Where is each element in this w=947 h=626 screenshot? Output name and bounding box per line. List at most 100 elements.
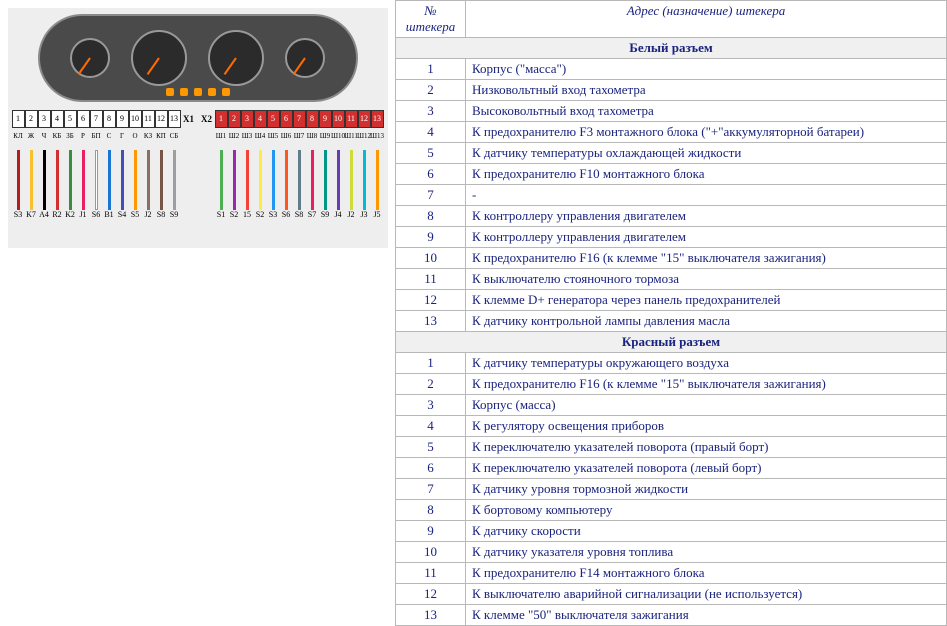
table-row: 9К контроллеру управления двигателем [396,227,947,248]
connector-pin: 5 [267,110,280,128]
table-row: 10К датчику указателя уровня топлива [396,542,947,563]
connector-pin: 10 [332,110,345,128]
pin-description: Низковольтный вход тахометра [466,80,947,101]
wire: Ш9S9 [319,130,332,219]
pin-description: К контроллеру управления двигателем [466,206,947,227]
pin-number: 13 [396,311,466,332]
pin-number: 7 [396,185,466,206]
wire: БПS6 [90,130,103,219]
pin-number: 11 [396,269,466,290]
pin-description: К датчику температуры окружающего воздух… [466,353,947,374]
connector-pin: 13 [168,110,181,128]
pin-description: К переключателю указателей поворота (пра… [466,437,947,458]
wire: ОS5 [129,130,142,219]
connector-pin: 1 [12,110,25,128]
connector-pin: 3 [38,110,51,128]
connector-pin: 7 [293,110,306,128]
pin-description: К клемме "50" выключателя зажигания [466,605,947,626]
wire: КЛS3 [12,130,25,219]
table-row: 12К клемме D+ генератора через панель пр… [396,290,947,311]
pin-number: 5 [396,143,466,164]
header-desc: Адрес (назначение) штекера [466,1,947,38]
table-row: 13К клемме "50" выключателя зажигания [396,605,947,626]
pin-number: 6 [396,164,466,185]
pin-description: К предохранителю F16 (к клемме "15" выкл… [466,374,947,395]
wire: Ш1S1 [215,130,228,219]
connector-pin: 8 [306,110,319,128]
table-row: 8К контроллеру управления двигателем [396,206,947,227]
pin-description: К предохранителю F14 монтажного блока [466,563,947,584]
table-row: 5К переключателю указателей поворота (пр… [396,437,947,458]
pin-number: 9 [396,227,466,248]
pin-description: К предохранителю F10 монтажного блока [466,164,947,185]
table-row: 3Корпус (масса) [396,395,947,416]
pin-number: 3 [396,395,466,416]
connector-pin: 2 [228,110,241,128]
pin-description: К выключателю стояночного тормоза [466,269,947,290]
table-row: 13К датчику контрольной лампы давления м… [396,311,947,332]
connector-pin: 3 [241,110,254,128]
pin-number: 3 [396,101,466,122]
connector-pin: 13 [371,110,384,128]
wire: КЗJ2 [142,130,155,219]
pin-number: 2 [396,80,466,101]
gauge-temp [70,38,110,78]
table-row: 12К выключателю аварийной сигнализации (… [396,584,947,605]
table-row: 6К предохранителю F10 монтажного блока [396,164,947,185]
wire: СB1 [103,130,116,219]
table-row: 1Корпус ("масса") [396,59,947,80]
instrument-cluster-diagram: 12345678910111213 X1 X2 1234567891011121… [8,8,388,248]
pin-number: 11 [396,563,466,584]
wire: Ш4S2 [254,130,267,219]
pin-number: 12 [396,290,466,311]
wire-row: КЛS3ЖK7ЧA4КБR2ЗБK2РJ1БПS6СB1ГS4ОS5КЗJ2КП… [12,130,384,219]
connector-pin: 4 [51,110,64,128]
pin-description: К контроллеру управления двигателем [466,227,947,248]
pin-description: - [466,185,947,206]
pin-number: 10 [396,542,466,563]
connector-row: 12345678910111213 X1 X2 1234567891011121… [12,110,384,128]
wire: ЖK7 [25,130,38,219]
connector-pin: 12 [358,110,371,128]
wires-white: КЛS3ЖK7ЧA4КБR2ЗБK2РJ1БПS6СB1ГS4ОS5КЗJ2КП… [12,130,181,219]
wire: ЗБK2 [64,130,77,219]
table-row: 2Низковольтный вход тахометра [396,80,947,101]
gauge-tach [131,30,187,86]
indicator-icons [166,88,230,96]
wire: Ш11J2 [345,130,358,219]
wire: ЧA4 [38,130,51,219]
connector-pin: 7 [90,110,103,128]
pinout-table: № штекера Адрес (назначение) штекера Бел… [395,0,947,626]
table-row: 3Высоковольтный вход тахометра [396,101,947,122]
wire: Ш2S2 [228,130,241,219]
wire: КБR2 [51,130,64,219]
wires-red: Ш1S1Ш2S2Ш315Ш4S2Ш5S3Ш6S6Ш7S8Ш8S7Ш9S9Ш10J… [215,130,384,219]
connector-pin: 10 [129,110,142,128]
connector-pin: 6 [280,110,293,128]
pin-description: К предохранителю F16 (к клемме "15" выкл… [466,248,947,269]
table-row: 4К предохранителю F3 монтажного блока ("… [396,122,947,143]
pin-description: Корпус ("масса") [466,59,947,80]
section-header: Красный разъем [396,332,947,353]
connector-pin: 4 [254,110,267,128]
pin-description: К датчику температуры охлаждающей жидкос… [466,143,947,164]
pin-number: 2 [396,374,466,395]
root-layout: 12345678910111213 X1 X2 1234567891011121… [0,0,947,626]
connector-pin: 6 [77,110,90,128]
table-row: 7К датчику уровня тормозной жидкости [396,479,947,500]
pin-description: К переключателю указателей поворота (лев… [466,458,947,479]
pin-number: 7 [396,479,466,500]
pin-number: 8 [396,500,466,521]
table-header-row: № штекера Адрес (назначение) штекера [396,1,947,38]
wire: Ш7S8 [293,130,306,219]
table-row: 8К бортовому компьютеру [396,500,947,521]
pin-description: К регулятору освещения приборов [466,416,947,437]
wire: Ш315 [241,130,254,219]
pin-number: 1 [396,59,466,80]
pin-description: Корпус (масса) [466,395,947,416]
connector-pin: 9 [116,110,129,128]
pin-description: К датчику контрольной лампы давления мас… [466,311,947,332]
pin-number: 8 [396,206,466,227]
table-row: 2К предохранителю F16 (к клемме "15" вык… [396,374,947,395]
connector-pin: 9 [319,110,332,128]
